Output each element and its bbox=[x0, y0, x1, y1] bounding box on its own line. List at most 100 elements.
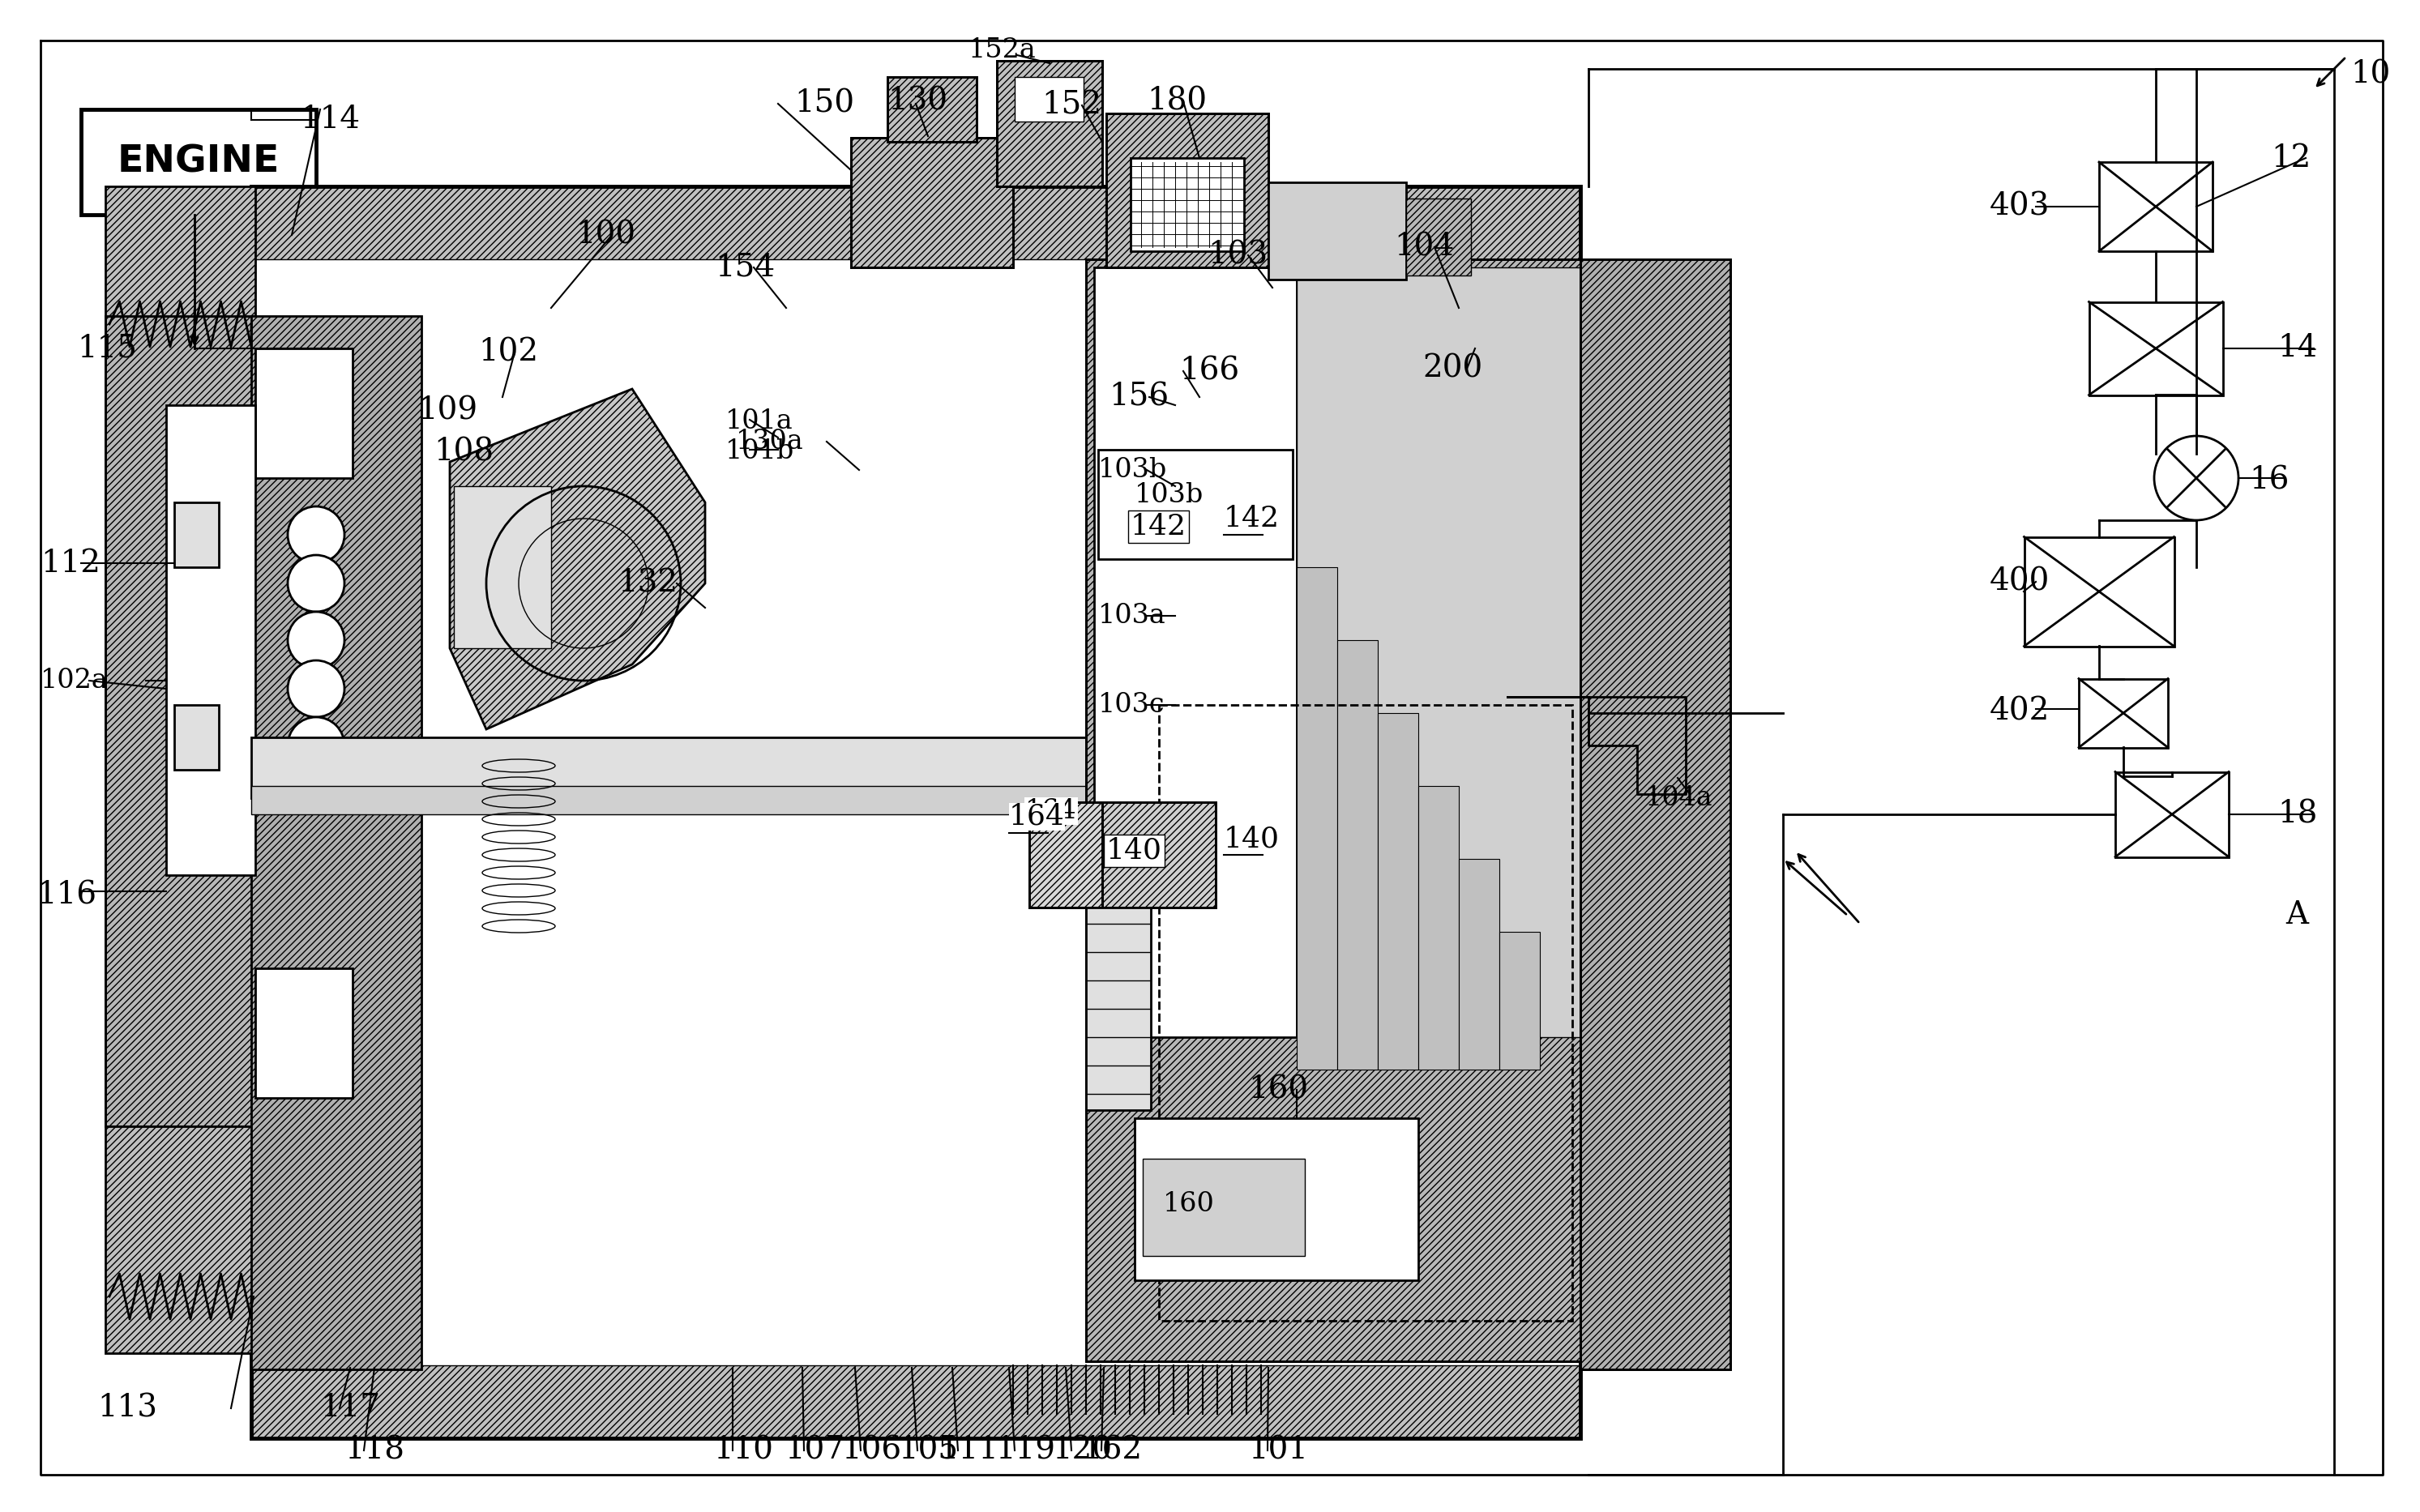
Text: 103c: 103c bbox=[1099, 692, 1164, 718]
Text: 104a: 104a bbox=[1646, 785, 1713, 810]
Bar bbox=[106, 186, 254, 316]
Bar bbox=[888, 77, 978, 142]
Bar bbox=[997, 60, 1101, 186]
Bar bbox=[1099, 449, 1292, 559]
Text: 164: 164 bbox=[1026, 798, 1077, 824]
Text: 101b: 101b bbox=[726, 438, 794, 464]
Text: 200: 200 bbox=[1423, 354, 1483, 384]
Text: 102a: 102a bbox=[41, 668, 109, 694]
Text: 109: 109 bbox=[416, 396, 477, 426]
Bar bbox=[1418, 786, 1459, 1069]
Text: 140: 140 bbox=[1106, 838, 1162, 865]
Bar bbox=[1099, 803, 1215, 907]
Text: 117: 117 bbox=[319, 1393, 380, 1423]
Bar bbox=[252, 186, 1580, 259]
Bar bbox=[1580, 259, 1730, 1370]
Text: 10: 10 bbox=[2350, 59, 2391, 89]
Text: 18: 18 bbox=[2277, 800, 2318, 829]
Bar bbox=[2088, 302, 2222, 395]
Bar bbox=[80, 109, 317, 215]
Circle shape bbox=[288, 661, 344, 717]
Bar bbox=[1297, 567, 1338, 1069]
Bar bbox=[1099, 803, 1215, 907]
Text: 111: 111 bbox=[939, 1435, 999, 1465]
Circle shape bbox=[2154, 435, 2238, 520]
Bar bbox=[167, 405, 254, 875]
Bar bbox=[852, 138, 1014, 268]
Bar bbox=[254, 968, 353, 1098]
Text: 162: 162 bbox=[1082, 1435, 1142, 1465]
Bar bbox=[1406, 198, 1471, 275]
Bar bbox=[252, 316, 421, 1370]
Text: 403: 403 bbox=[1989, 192, 2050, 222]
Text: 106: 106 bbox=[842, 1435, 900, 1465]
Text: 118: 118 bbox=[344, 1435, 404, 1465]
Bar bbox=[997, 60, 1101, 186]
Text: 154: 154 bbox=[714, 253, 774, 283]
Polygon shape bbox=[450, 389, 704, 729]
Text: 113: 113 bbox=[97, 1393, 157, 1423]
Bar bbox=[455, 487, 552, 649]
Text: 12: 12 bbox=[2270, 144, 2311, 172]
Bar bbox=[888, 77, 978, 142]
Bar bbox=[1297, 268, 1580, 1037]
Text: 100: 100 bbox=[576, 219, 636, 249]
Bar bbox=[2115, 771, 2229, 857]
Text: 132: 132 bbox=[617, 569, 678, 599]
Text: 104: 104 bbox=[1394, 233, 1454, 262]
Text: 160: 160 bbox=[1249, 1075, 1309, 1105]
Bar bbox=[1094, 268, 1297, 1037]
Text: A: A bbox=[2284, 901, 2309, 930]
Text: 116: 116 bbox=[36, 880, 97, 910]
Bar bbox=[1130, 159, 1244, 251]
Bar bbox=[2023, 537, 2173, 646]
Text: 140: 140 bbox=[1225, 826, 1280, 853]
Text: 110: 110 bbox=[714, 1435, 772, 1465]
Text: 130: 130 bbox=[888, 86, 949, 116]
Bar bbox=[1268, 183, 1406, 280]
Text: 150: 150 bbox=[794, 89, 854, 119]
Bar bbox=[106, 316, 254, 1126]
Bar bbox=[2079, 679, 2168, 747]
Text: 107: 107 bbox=[784, 1435, 845, 1465]
Text: 152: 152 bbox=[1041, 91, 1101, 121]
Bar bbox=[1159, 705, 1573, 1321]
Text: 166: 166 bbox=[1179, 357, 1239, 386]
Bar bbox=[106, 316, 254, 1126]
Text: 103a: 103a bbox=[1099, 603, 1166, 629]
Text: ENGINE: ENGINE bbox=[116, 144, 281, 180]
Bar bbox=[1338, 640, 1377, 1069]
Bar bbox=[852, 138, 1014, 268]
Bar bbox=[1087, 259, 1580, 1361]
Text: 164: 164 bbox=[1009, 803, 1065, 830]
Text: 101a: 101a bbox=[726, 408, 794, 434]
Bar bbox=[252, 186, 1580, 1438]
Text: 103b: 103b bbox=[1135, 482, 1203, 508]
Bar bbox=[1106, 113, 1268, 268]
Text: 119: 119 bbox=[995, 1435, 1055, 1465]
Text: 16: 16 bbox=[2248, 466, 2289, 496]
Text: 400: 400 bbox=[1989, 567, 2050, 597]
Bar bbox=[1087, 907, 1152, 1110]
Bar bbox=[106, 1126, 254, 1353]
Text: 112: 112 bbox=[41, 549, 102, 578]
Text: 160: 160 bbox=[1164, 1191, 1215, 1217]
Bar bbox=[174, 502, 218, 567]
Bar bbox=[1580, 259, 1730, 1370]
Text: 102: 102 bbox=[479, 337, 537, 367]
Bar bbox=[252, 738, 1087, 798]
Bar bbox=[254, 348, 353, 478]
Circle shape bbox=[288, 507, 344, 562]
Text: 130a: 130a bbox=[736, 428, 803, 455]
Bar bbox=[1028, 803, 1101, 907]
Text: 402: 402 bbox=[1989, 697, 2050, 726]
Bar bbox=[174, 705, 218, 770]
Text: 105: 105 bbox=[898, 1435, 958, 1465]
Text: 142: 142 bbox=[1130, 513, 1186, 540]
Bar bbox=[1377, 714, 1418, 1069]
Text: 114: 114 bbox=[300, 104, 361, 135]
Bar bbox=[2098, 162, 2212, 251]
Bar bbox=[252, 786, 1087, 815]
Bar bbox=[1135, 1119, 1418, 1281]
Text: 152a: 152a bbox=[968, 38, 1036, 64]
